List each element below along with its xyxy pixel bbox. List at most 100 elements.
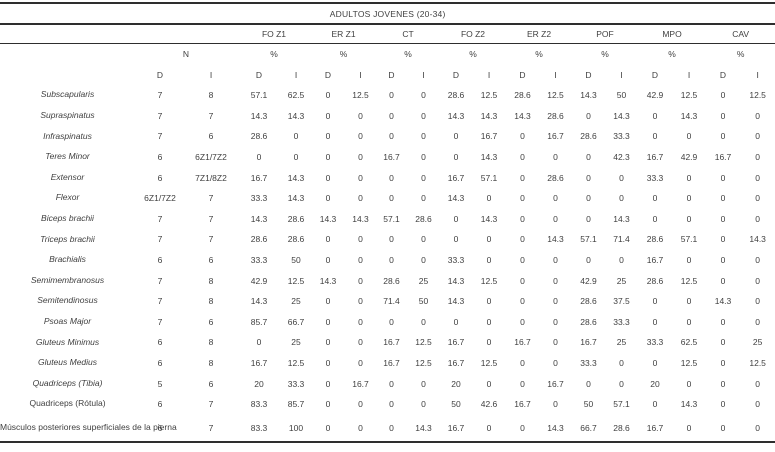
value-cell: 50 bbox=[616, 90, 627, 101]
value-cell: 16.7 bbox=[447, 172, 465, 183]
value-cell: 12.5 bbox=[680, 358, 698, 369]
value-cell: 0 bbox=[720, 358, 726, 369]
value-cell: 0 bbox=[389, 378, 394, 389]
table-title: ADULTOS JOVENES (20-34) bbox=[0, 2, 775, 25]
muscle-name: Infraspinatus bbox=[43, 130, 92, 141]
muscle-name: Brachialis bbox=[49, 254, 86, 265]
value-cell: 0 bbox=[486, 378, 492, 389]
value-cell: 57.1 bbox=[580, 234, 597, 245]
percent-label: % bbox=[270, 49, 278, 59]
value-cell: 0 bbox=[325, 337, 331, 348]
value-cell: 0 bbox=[486, 193, 492, 204]
value-cell: 0 bbox=[755, 193, 760, 204]
value-cell: 57.1 bbox=[480, 172, 498, 183]
value-cell: 12.5 bbox=[749, 90, 766, 101]
value-cell: 16.7 bbox=[250, 172, 268, 183]
n-header: N bbox=[182, 49, 190, 59]
value-cell: 50 bbox=[291, 255, 301, 266]
value-cell: 8 bbox=[208, 275, 214, 286]
value-cell: 50 bbox=[451, 399, 461, 410]
value-cell: 0 bbox=[389, 90, 394, 101]
table-row: Supraspinatus 7 7 14.3 14.3 0 0 0 0 14.3 14.3 14.3 2… bbox=[0, 106, 775, 127]
table-row: Infraspinatus 7 6 28.6 0 0 0 0 0 0 16.7 0 16.7 28.6 33… bbox=[0, 126, 775, 147]
value-cell: 8 bbox=[208, 296, 214, 307]
value-cell: 0 bbox=[520, 378, 525, 389]
value-cell: 0 bbox=[686, 193, 692, 204]
table-row: Músculos posteriores superficiales de la… bbox=[0, 414, 775, 443]
value-cell: 16.7 bbox=[383, 337, 400, 348]
muscle-name: Flexor bbox=[55, 192, 80, 203]
value-cell: 0 bbox=[720, 131, 726, 142]
value-cell: 0 bbox=[553, 152, 558, 163]
d-header: D bbox=[651, 69, 659, 80]
value-cell: 0 bbox=[325, 110, 331, 121]
value-cell: 28.6 bbox=[547, 172, 564, 183]
value-cell: 7 bbox=[208, 110, 214, 121]
value-cell: 0 bbox=[520, 193, 525, 204]
d-header: D bbox=[519, 69, 526, 80]
value-cell: 0 bbox=[586, 193, 591, 204]
value-cell: 42.3 bbox=[613, 152, 630, 163]
value-cell: 0 bbox=[619, 358, 624, 369]
value-cell: 14.3 bbox=[580, 90, 597, 101]
value-cell: 0 bbox=[652, 316, 658, 327]
value-cell: 28.6 bbox=[605, 414, 638, 443]
value-cell: 0 bbox=[358, 316, 363, 327]
value-cell: 0 bbox=[453, 131, 459, 142]
i-header: I bbox=[620, 69, 623, 80]
muscle-name: Psoas Major bbox=[43, 315, 92, 326]
value-cell: 14.3 bbox=[680, 110, 698, 121]
value-cell: 16.7 bbox=[440, 414, 472, 443]
value-cell: 8 bbox=[208, 358, 214, 369]
value-cell: 12.5 bbox=[749, 358, 766, 369]
value-cell: 20 bbox=[451, 378, 461, 389]
value-cell: 28.6 bbox=[250, 234, 268, 245]
value-cell: 16.7 bbox=[352, 378, 369, 389]
value-cell: 0 bbox=[553, 255, 558, 266]
value-cell: 16.7 bbox=[547, 131, 564, 142]
value-cell: 14.3 bbox=[447, 193, 465, 204]
value-cell: 0 bbox=[486, 255, 492, 266]
value-cell: 0 bbox=[358, 172, 363, 183]
value-cell: 14.3 bbox=[480, 110, 498, 121]
value-cell: 20 bbox=[254, 378, 264, 389]
value-cell: 14.3 bbox=[287, 110, 305, 121]
value-cell: 28.6 bbox=[580, 316, 597, 327]
value-cell: 0 bbox=[652, 193, 658, 204]
value-cell: 0 bbox=[486, 296, 492, 307]
value-cell: 0 bbox=[619, 172, 624, 183]
value-cell: 42.9 bbox=[580, 275, 597, 286]
value-cell: 0 bbox=[358, 110, 363, 121]
i-header: I bbox=[554, 69, 557, 80]
value-cell: 16.7 bbox=[480, 131, 498, 142]
value-cell: 28.6 bbox=[580, 296, 597, 307]
value-cell: 83.3 bbox=[250, 399, 268, 410]
value-cell: 0 bbox=[520, 234, 525, 245]
value-cell: 14.3 bbox=[547, 234, 564, 245]
value-cell: 66.7 bbox=[572, 414, 605, 443]
value-cell: 0 bbox=[586, 378, 591, 389]
table-row: Quadriceps (Tibia) 5 6 20 33.3 0 16.7 0 0 20 0 0 16.… bbox=[0, 373, 775, 394]
value-cell: 0 bbox=[553, 337, 558, 348]
group-header-fo-z1: FO Z1 bbox=[237, 24, 311, 44]
value-cell: 0 bbox=[652, 399, 658, 410]
percent-label: % bbox=[668, 49, 676, 59]
value-cell: 0 bbox=[421, 316, 426, 327]
table-row: Flexor 6Z1/7Z2 7 33.3 14.3 0 0 0 0 14.3 0 0 0 0 0 0 0 0 0 bbox=[0, 188, 775, 209]
value-cell: 16.7 bbox=[514, 337, 531, 348]
value-cell: 85.7 bbox=[287, 399, 305, 410]
value-cell: 0 bbox=[686, 255, 692, 266]
group-header-ct: CT bbox=[376, 24, 440, 44]
value-cell: 0 bbox=[358, 152, 363, 163]
value-cell: 14.3 bbox=[250, 296, 268, 307]
muscle-name: Extensor bbox=[50, 171, 85, 182]
value-cell: 0 bbox=[586, 255, 591, 266]
value-cell: 8 bbox=[208, 90, 214, 101]
value-cell: 0 bbox=[720, 172, 726, 183]
value-cell: 0 bbox=[472, 414, 506, 443]
value-cell: 6 bbox=[157, 399, 163, 410]
value-cell: 0 bbox=[421, 110, 426, 121]
value-cell: 0 bbox=[389, 131, 394, 142]
value-cell: 0 bbox=[553, 296, 558, 307]
value-cell: 25 bbox=[616, 337, 627, 348]
